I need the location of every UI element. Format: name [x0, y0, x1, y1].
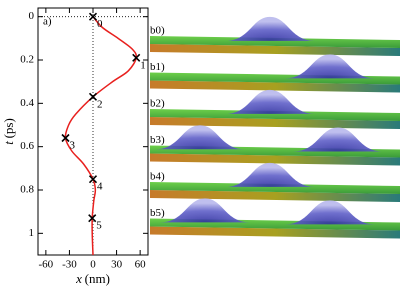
x-tick-label: 60 [135, 259, 147, 271]
snapshot: b5) [150, 198, 400, 239]
snapshot-label: b2) [150, 98, 165, 110]
marker [88, 92, 98, 101]
panel-label: a) [43, 16, 52, 28]
y-tick-label: 0.2 [20, 54, 34, 66]
x-tick-label: -60 [39, 259, 54, 271]
snapshot-label: b5) [150, 207, 165, 219]
marker-label: 0 [97, 18, 103, 30]
y-tick-label: 0.8 [20, 184, 34, 196]
x-axis-unit: (nm) [85, 271, 110, 286]
y-axis-unit: (ps) [1, 118, 16, 138]
wave-packet [160, 198, 250, 223]
x-tick-label: 0 [90, 259, 96, 271]
marker-label: 4 [97, 181, 103, 193]
surface [150, 109, 400, 121]
snapshot: b1) [150, 54, 400, 93]
y-tick-label: 0 [29, 10, 35, 22]
surface [150, 36, 400, 48]
x-tick-label: -30 [62, 259, 77, 271]
marker [132, 53, 141, 62]
y-axis-var: t [1, 141, 16, 145]
wave-packet [285, 200, 375, 225]
x-tick-label: 30 [111, 259, 123, 271]
wave-packet [225, 16, 315, 41]
wave-packet [285, 54, 375, 79]
y-tick-label: 1 [29, 227, 35, 239]
marker [61, 133, 70, 143]
marker [88, 214, 97, 223]
surface [150, 182, 400, 194]
marker-label: 5 [96, 220, 102, 232]
snapshot-label: b1) [150, 61, 165, 73]
wave-packet [155, 125, 245, 150]
trajectory-line [64, 16, 138, 256]
marker-label: 3 [70, 140, 76, 152]
wave-packet [225, 89, 315, 114]
y-axis-label: t (ps) [1, 118, 16, 145]
x-axis-var: x [75, 271, 82, 286]
y-tick-label: 0.6 [20, 140, 34, 152]
x-axis-label: x (nm) [75, 271, 110, 286]
snapshots: b0) b1) b2) b3) b4) b5) [150, 16, 400, 239]
snapshot-label: b0) [150, 25, 165, 37]
marker-label: 2 [97, 98, 103, 110]
wave-packet [225, 162, 315, 187]
snapshot: b2) [150, 89, 400, 129]
snapshot-label: b4) [150, 171, 165, 183]
marker-label: 1 [140, 59, 146, 71]
wave-packet [293, 127, 383, 152]
marker [88, 175, 98, 184]
snapshot: b0) [150, 16, 400, 56]
snapshot: b3) [150, 125, 400, 166]
marker [88, 12, 98, 21]
y-tick-label: 0.4 [20, 97, 34, 109]
plot: -60 -30 0 30 60 0 0.2 0.4 0.6 0.8 1 a) x (nm) t (ps) 0… [1, 7, 149, 286]
snapshot: b4) [150, 162, 400, 202]
snapshot-label: b3) [150, 134, 165, 146]
